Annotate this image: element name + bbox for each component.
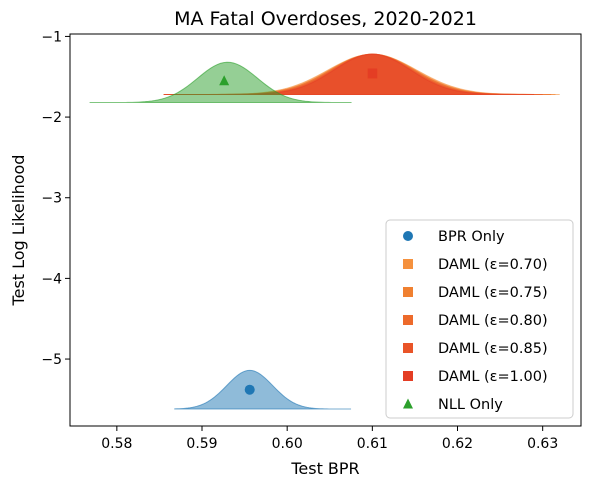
- x-tick-label: 0.60: [272, 436, 303, 452]
- legend-marker-0: [403, 231, 413, 241]
- data-point-6: [219, 75, 230, 86]
- legend-label: NLL Only: [438, 397, 503, 413]
- legend-box: [385, 219, 574, 419]
- data-points: [219, 68, 378, 395]
- x-axis-label: Test BPR: [290, 459, 359, 478]
- legend-label: DAML (ε=0.80): [438, 313, 548, 329]
- data-point-0: [244, 384, 255, 395]
- x-axis-ticks: 0.58 0.59 0.60 0.61 0.62 0.63: [101, 426, 558, 452]
- plot-area-frame: [69, 33, 582, 427]
- legend-label: DAML (ε=0.75): [438, 285, 548, 301]
- y-tick-label: −5: [41, 352, 62, 368]
- x-tick-label: 0.62: [442, 436, 473, 452]
- legend: BPR Only DAML (ε=0.70) DAML (ε=0.75) DAML (…: [385, 219, 574, 419]
- legend-marker-3: [403, 315, 413, 325]
- legend-marker-5: [403, 371, 413, 381]
- x-tick-label: 0.58: [101, 436, 132, 452]
- chart-title: MA Fatal Overdoses, 2020-2021: [174, 8, 477, 30]
- y-tick-label: −2: [41, 110, 62, 126]
- legend-marker-2: [403, 287, 413, 297]
- y-tick-label: −1: [41, 29, 62, 45]
- legend-label: DAML (ε=0.85): [438, 341, 548, 357]
- legend-marker-6: [403, 398, 413, 409]
- x-tick-label: 0.59: [186, 436, 217, 452]
- y-tick-label: −3: [41, 191, 62, 207]
- x-tick-label: 0.61: [357, 436, 388, 452]
- data-point-5: [367, 68, 378, 79]
- legend-label: DAML (ε=1.00): [438, 369, 548, 385]
- distribution-6: [89, 61, 352, 104]
- legend-marker-1: [403, 259, 413, 269]
- legend-marker-4: [403, 343, 413, 353]
- y-axis-ticks: −1 −2 −3 −4 −5: [41, 29, 70, 368]
- legend-label: DAML (ε=0.70): [438, 257, 548, 273]
- y-tick-label: −4: [41, 271, 62, 287]
- distributions: [89, 53, 560, 410]
- y-axis-label: Test Log Likelihood: [9, 155, 28, 307]
- legend-label: BPR Only: [438, 229, 505, 245]
- x-tick-label: 0.63: [527, 436, 558, 452]
- distribution-0: [174, 369, 352, 410]
